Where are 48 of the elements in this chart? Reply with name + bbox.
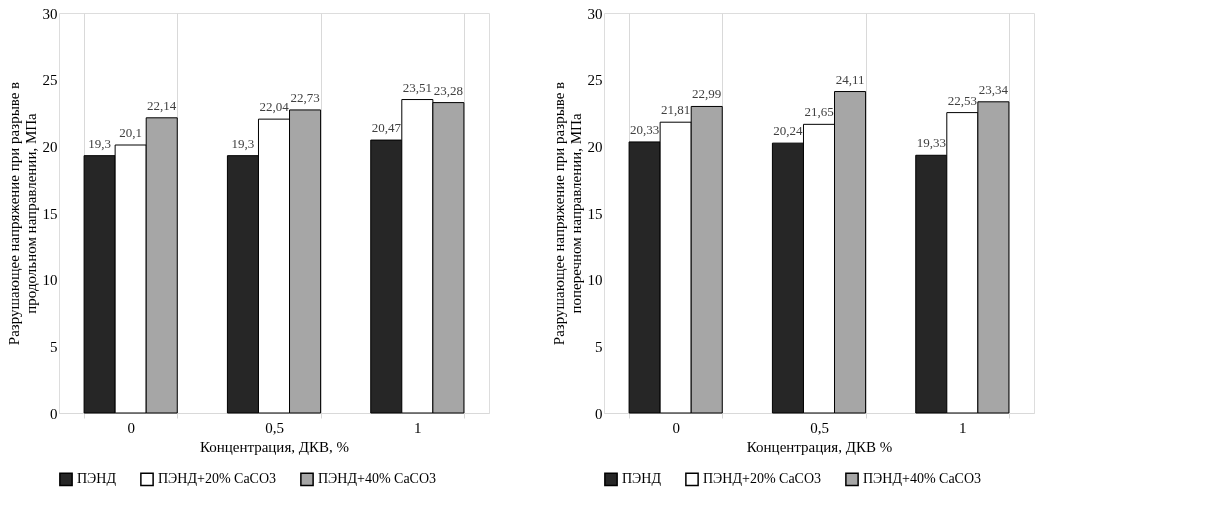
data-label: 19,33	[916, 135, 946, 151]
data-label: 20,47	[371, 120, 402, 136]
data-label: 20,33	[629, 121, 660, 137]
data-label: 20,24	[773, 123, 804, 139]
data-label: 22,73	[290, 89, 320, 105]
data-label: 23,28	[433, 82, 464, 98]
data-label: 21,65	[804, 104, 834, 120]
y-axis-title: Разрушающее напряжение при разрыве в продольном направлении, МПа	[5, 81, 39, 346]
data-label: 19,3	[88, 135, 111, 151]
x-tick-label: 0	[672, 419, 680, 436]
x-tick-label: 0,5	[810, 419, 829, 436]
y-axis-title: Разрушающее напряжение при разрыве в поперечном направлении, МПа	[550, 81, 584, 346]
data-label: 21,81	[661, 102, 691, 118]
x-tick-label: 1	[414, 419, 422, 436]
data-label: 23,34	[978, 81, 1009, 97]
legend-label: ПЭНД+20% CaCO3	[703, 471, 822, 487]
y-tick-label: 25	[42, 72, 58, 89]
y-tick-label: 10	[42, 272, 58, 289]
x-tick-label: 1	[959, 419, 967, 436]
legend-label: ПЭНД+20% CaCO3	[158, 471, 277, 487]
data-label: 19,3	[231, 135, 255, 151]
data-label: 23,51	[402, 79, 432, 95]
data-label: 22,53	[947, 92, 977, 108]
y-tick-label: 0	[595, 405, 603, 422]
x-axis-title: Концентрация, ДКВ %	[746, 438, 893, 455]
y-tick-label: 30	[587, 5, 603, 22]
x-tick-label: 0,5	[265, 419, 284, 436]
y-tick-label: 30	[42, 5, 58, 22]
data-label: 20,1	[119, 125, 143, 140]
data-label: 22,04	[259, 99, 290, 115]
y-tick-label: 15	[587, 205, 603, 222]
x-tick-label: 0	[127, 419, 135, 436]
y-tick-label: 15	[42, 205, 58, 222]
y-tick-label: 5	[595, 338, 603, 355]
y-tick-label: 25	[587, 72, 603, 89]
y-tick-label: 20	[587, 138, 603, 155]
data-label: 22,99	[692, 86, 722, 102]
data-label: 22,14	[147, 97, 177, 113]
legend-label: ПЭНД	[622, 471, 662, 487]
legend-label: ПЭНД+40% CaCO3	[863, 471, 982, 487]
data-label: 24,11	[835, 71, 865, 87]
legend-label: ПЭНД	[77, 471, 117, 487]
y-tick-label: 0	[50, 405, 58, 422]
y-tick-label: 10	[587, 272, 603, 289]
x-axis-title: Концентрация, ДКВ, %	[199, 438, 350, 455]
y-tick-label: 20	[42, 138, 58, 155]
legend-label: ПЭНД+40% CaCO3	[318, 471, 437, 487]
y-tick-label: 5	[50, 338, 58, 355]
